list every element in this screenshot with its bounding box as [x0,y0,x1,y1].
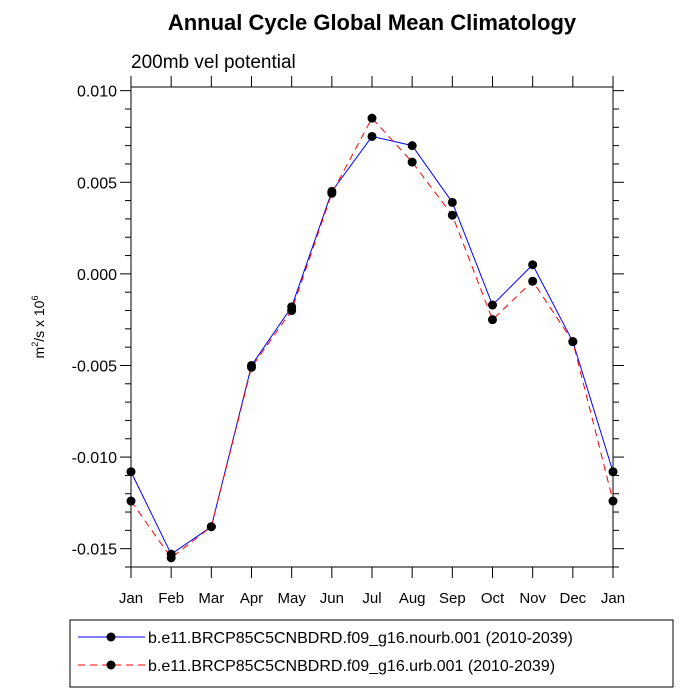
x-tick-label: Dec [559,590,586,607]
series-2-point [447,210,457,220]
series-2-point [367,113,377,123]
chart-title: Annual Cycle Global Mean Climatology [168,10,577,35]
legend-marker-2 [106,660,116,670]
x-tick-label: Apr [240,590,263,607]
series-1-point [367,131,377,141]
legend-box [69,619,674,688]
legend-marker-1 [106,632,116,642]
x-tick-label: Aug [399,590,426,607]
x-tick-label: Sep [439,590,466,607]
x-tick-label: Jan [601,590,625,607]
x-tick-label: May [277,590,306,607]
x-tick-label: Mar [198,590,224,607]
y-tick-label: -0.005 [72,358,117,375]
series-2-point [608,496,618,506]
x-tick-label: Nov [519,590,546,607]
y-tick-label: 0.010 [77,84,117,101]
x-tick-label: Jun [320,590,344,607]
x-tick-label: Oct [481,590,505,607]
y-tick-label: 0.000 [77,267,117,284]
y-tick-label: -0.015 [72,542,117,559]
series-1-point [608,467,618,477]
series-2-point [206,522,216,532]
series-line-1 [130,135,614,555]
series-2-point [528,276,538,286]
series-2-point [407,157,417,167]
series-1-point [447,197,457,207]
x-tick-label: Feb [158,590,184,607]
series-2-point [488,315,497,325]
legend-label-1: b.e11.BRCP85C5CNBDRD.f09_g16.nourb.001 (… [148,630,573,647]
x-tick-label: Jul [362,590,381,607]
series-1-point [407,141,417,151]
series-line-2 [130,117,614,559]
legend-label-2: b.e11.BRCP85C5CNBDRD.f09_g16.urb.001 (20… [148,658,555,675]
y-tick-label: -0.010 [72,450,117,467]
series-1-point [488,300,497,310]
series-2-point [166,553,176,563]
series-2-point [287,306,297,316]
y-tick-label: 0.005 [77,175,117,192]
series-2-point [327,188,337,198]
series-2-point [126,496,136,506]
series-1-point [528,260,538,270]
series-2-point [568,337,578,347]
y-axis-label: m2/s x 106 [30,296,47,359]
plot-frame [130,86,614,568]
x-tick-label: Jan [119,590,143,607]
series-1-point [126,467,136,477]
series-2-point [247,362,256,372]
chart-subtitle: 200mb vel potential [131,52,296,73]
